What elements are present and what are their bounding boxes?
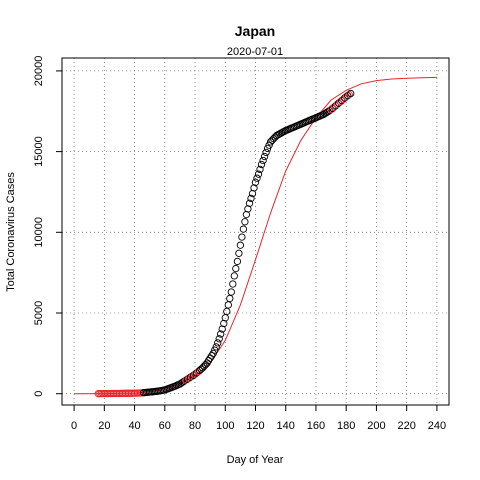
data-point (223, 307, 231, 316)
x-tick-label: 120 (246, 420, 264, 432)
y-tick-label: 20000 (33, 56, 45, 87)
data-point (218, 325, 226, 333)
data-point (214, 339, 222, 347)
highlighted-point (345, 90, 353, 99)
x-tick-label: 200 (367, 420, 385, 432)
data-point (230, 272, 238, 280)
data-point (253, 174, 261, 182)
y-tick-label: 5000 (33, 301, 45, 325)
data-point (245, 199, 254, 207)
x-tick-label: 240 (428, 420, 446, 432)
data-point (224, 301, 232, 309)
data-point (256, 165, 264, 174)
plot-frame (61, 57, 450, 406)
x-tick-label: 0 (71, 420, 77, 432)
x-tick-label: 160 (307, 420, 325, 432)
data-point (250, 184, 258, 192)
data-point (235, 249, 243, 257)
data-point (254, 170, 263, 178)
data-point (233, 257, 242, 266)
chart-subtitle: 2020-07-01 (227, 46, 283, 58)
data-point (212, 343, 220, 351)
data-point (244, 205, 252, 213)
data-point (260, 152, 269, 161)
y-axis-label: Total Coronavirus Cases (5, 172, 17, 292)
y-tick-label: 0 (33, 391, 45, 397)
y-tick-label: 15000 (33, 136, 45, 167)
data-point (251, 178, 260, 186)
data-point (215, 335, 223, 343)
data-point (229, 280, 237, 288)
data-point (238, 233, 246, 241)
data-point (232, 264, 240, 273)
data-point (239, 225, 248, 233)
x-tick-label: 140 (277, 420, 295, 432)
grid (62, 58, 449, 405)
x-tick-label: 20 (98, 420, 110, 432)
data-point (347, 89, 355, 98)
data-point (209, 349, 217, 358)
data-point (217, 330, 225, 338)
x-tick-label: 60 (159, 420, 171, 432)
y-tick-label: 10000 (33, 217, 45, 248)
data-point (241, 218, 249, 226)
x-tick-label: 220 (397, 420, 415, 432)
axes: 0 20 40 60 80 100 120 140 160 180 200 220 240 0 5000 10… (33, 56, 446, 432)
x-axis-label: Day of Year (227, 454, 284, 466)
data-point (257, 160, 266, 169)
data-point (226, 294, 234, 303)
x-tick-label: 180 (337, 420, 355, 432)
data-point (259, 156, 267, 165)
x-tick-label: 100 (216, 420, 234, 432)
data-point (221, 314, 229, 322)
x-tick-label: 80 (189, 420, 201, 432)
chart-title: Japan (235, 23, 275, 39)
data-point (227, 288, 235, 296)
x-tick-label: 40 (128, 420, 140, 432)
data-point (236, 241, 245, 249)
points-layer (94, 89, 355, 398)
data-point (262, 148, 270, 157)
data-point (247, 194, 255, 203)
